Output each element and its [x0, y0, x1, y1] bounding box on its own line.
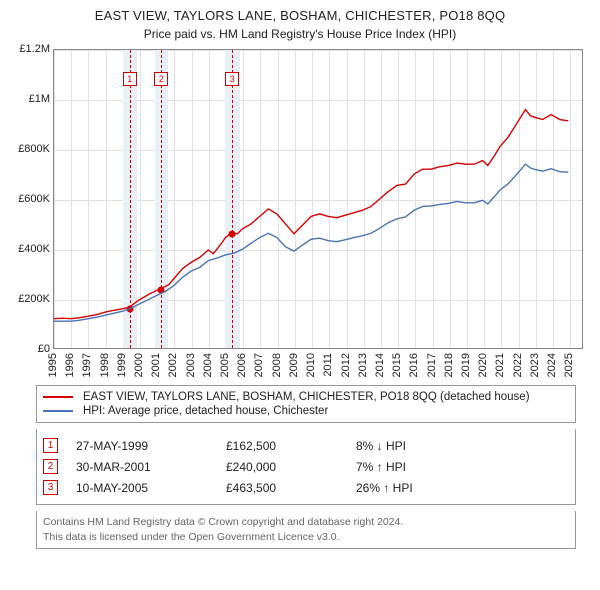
x-tick-label: 2006: [236, 353, 248, 377]
event-marker-icon: 1: [43, 438, 58, 453]
x-tick-label: 2011: [322, 353, 334, 377]
y-tick-label: £600K: [18, 193, 50, 205]
y-tick-label: £400K: [18, 243, 50, 255]
event-date: 30-MAR-2001: [76, 460, 226, 474]
x-tick-label: 2001: [150, 353, 162, 377]
x-tick-label: 1995: [47, 353, 59, 377]
event-price: £240,000: [226, 460, 356, 474]
x-tick-label: 2000: [133, 353, 145, 377]
events-box: 1 27-MAY-1999 £162,500 8% ↓ HPI 2 30-MAR…: [36, 429, 576, 505]
y-tick-label: £1.2M: [19, 43, 50, 55]
x-tick-label: 2016: [408, 353, 420, 377]
x-tick-label: 2013: [357, 353, 369, 377]
x-tick-label: 2015: [391, 353, 403, 377]
x-tick-label: 2019: [460, 353, 472, 377]
x-tick-label: 2004: [202, 353, 214, 377]
y-tick-label: £1M: [29, 93, 50, 105]
series-property: [54, 110, 568, 319]
legend-item: EAST VIEW, TAYLORS LANE, BOSHAM, CHICHES…: [43, 390, 569, 404]
event-date: 10-MAY-2005: [76, 481, 226, 495]
x-tick-label: 1998: [99, 353, 111, 377]
x-tick-label: 2012: [340, 353, 352, 377]
series-hpi: [54, 164, 568, 321]
x-tick-label: 2007: [253, 353, 265, 377]
event-date: 27-MAY-1999: [76, 439, 226, 453]
x-tick-label: 2003: [185, 353, 197, 377]
x-tick-label: 2014: [374, 353, 386, 377]
event-row: 2 30-MAR-2001 £240,000 7% ↑ HPI: [43, 456, 569, 477]
plot-area: 123: [53, 49, 583, 349]
event-delta: 8% ↓ HPI: [356, 439, 406, 453]
x-tick-label: 2025: [563, 353, 575, 377]
footer-line: Contains HM Land Registry data © Crown c…: [43, 515, 569, 530]
x-tick-label: 2023: [529, 353, 541, 377]
x-tick-label: 2017: [426, 353, 438, 377]
x-tick-label: 2020: [477, 353, 489, 377]
event-delta: 26% ↑ HPI: [356, 481, 413, 495]
x-tick-label: 1997: [81, 353, 93, 377]
series-svg: [54, 50, 582, 348]
event-marker-icon: 2: [43, 459, 58, 474]
event-price: £162,500: [226, 439, 356, 453]
y-tick-label: £200K: [18, 293, 50, 305]
footer-box: Contains HM Land Registry data © Crown c…: [36, 511, 576, 549]
x-tick-label: 2008: [271, 353, 283, 377]
y-tick-label: £800K: [18, 143, 50, 155]
legend-item: HPI: Average price, detached house, Chic…: [43, 404, 569, 418]
legend-swatch: [43, 410, 73, 412]
legend-box: EAST VIEW, TAYLORS LANE, BOSHAM, CHICHES…: [36, 385, 576, 423]
event-row: 1 27-MAY-1999 £162,500 8% ↓ HPI: [43, 435, 569, 456]
x-axis-labels: 1995199619971998199920002001200220032004…: [53, 349, 583, 379]
x-tick-label: 2005: [219, 353, 231, 377]
x-tick-label: 1999: [116, 353, 128, 377]
x-tick-label: 2024: [546, 353, 558, 377]
container: EAST VIEW, TAYLORS LANE, BOSHAM, CHICHES…: [0, 0, 600, 555]
event-row: 3 10-MAY-2005 £463,500 26% ↑ HPI: [43, 477, 569, 498]
event-price: £463,500: [226, 481, 356, 495]
chart-title: EAST VIEW, TAYLORS LANE, BOSHAM, CHICHES…: [8, 8, 592, 23]
event-delta: 7% ↑ HPI: [356, 460, 406, 474]
y-axis-labels: £0£200K£400K£600K£800K£1M£1.2M: [8, 49, 52, 349]
x-tick-label: 2010: [305, 353, 317, 377]
chart-subtitle: Price paid vs. HM Land Registry's House …: [8, 27, 592, 41]
x-tick-label: 2002: [167, 353, 179, 377]
chart-area: £0£200K£400K£600K£800K£1M£1.2M 123 19951…: [8, 49, 592, 379]
legend-swatch: [43, 396, 73, 398]
legend-label: EAST VIEW, TAYLORS LANE, BOSHAM, CHICHES…: [83, 391, 530, 403]
footer-line: This data is licensed under the Open Gov…: [43, 530, 569, 545]
x-tick-label: 2022: [512, 353, 524, 377]
x-tick-label: 2018: [443, 353, 455, 377]
legend-label: HPI: Average price, detached house, Chic…: [83, 405, 328, 417]
x-tick-label: 2009: [288, 353, 300, 377]
event-marker-icon: 3: [43, 480, 58, 495]
x-tick-label: 2021: [494, 353, 506, 377]
x-tick-label: 1996: [64, 353, 76, 377]
